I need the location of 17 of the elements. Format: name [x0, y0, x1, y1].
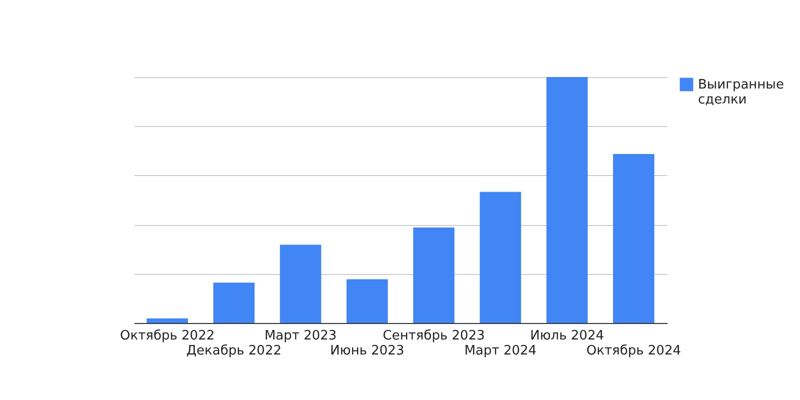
legend-label: Выигранные сделки — [698, 78, 784, 108]
bar — [613, 154, 654, 323]
bar — [213, 282, 255, 323]
x-tick-label: Март 2024 — [464, 344, 537, 358]
bar — [480, 192, 522, 323]
x-tick-label: Октябрь 2022 — [120, 328, 215, 344]
x-tick-label: Март 2023 — [264, 328, 337, 344]
bar — [280, 244, 322, 323]
bar — [413, 228, 454, 323]
x-tick-label: Сентябрь 2023 — [382, 328, 485, 344]
x-tick-label: Декабрь 2022 — [186, 344, 282, 358]
x-tick-label: Июнь 2023 — [330, 344, 404, 358]
bar — [546, 77, 588, 323]
bar — [146, 318, 188, 323]
bar — [346, 279, 388, 323]
x-tick-label: Октябрь 2024 — [586, 344, 681, 358]
x-tick-label: Июль 2024 — [530, 328, 604, 344]
